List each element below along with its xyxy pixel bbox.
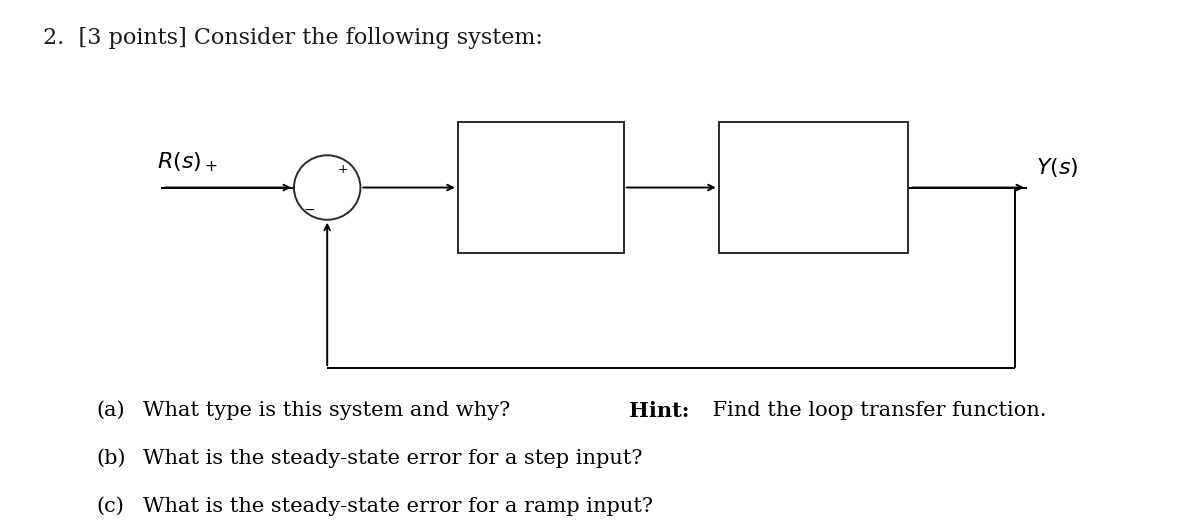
Text: $k_I$: $k_I$ <box>533 161 550 184</box>
Text: $Y(s)$: $Y(s)$ <box>1037 156 1079 179</box>
Bar <box>719 122 908 253</box>
Text: (b): (b) <box>96 449 126 468</box>
Text: What is the steady-state error for a step input?: What is the steady-state error for a ste… <box>143 449 643 468</box>
Text: Find the loop transfer function.: Find the loop transfer function. <box>706 401 1046 420</box>
Text: What is the steady-state error for a ramp input?: What is the steady-state error for a ram… <box>143 496 653 516</box>
Text: $R(s)_+$: $R(s)_+$ <box>157 151 218 174</box>
Text: $s$: $s$ <box>535 196 546 214</box>
Bar <box>457 122 624 253</box>
Text: Hint:: Hint: <box>629 401 689 420</box>
Text: What type is this system and why?: What type is this system and why? <box>143 401 524 420</box>
Text: $s+10$: $s+10$ <box>786 196 841 214</box>
Text: 2.  [3 points] Consider the following system:: 2. [3 points] Consider the following sys… <box>42 27 542 49</box>
Text: $-$: $-$ <box>302 201 316 215</box>
Text: (a): (a) <box>96 401 125 420</box>
Text: $k_D s$: $k_D s$ <box>798 162 829 183</box>
Text: (c): (c) <box>96 496 124 516</box>
Text: $+$: $+$ <box>336 163 348 176</box>
